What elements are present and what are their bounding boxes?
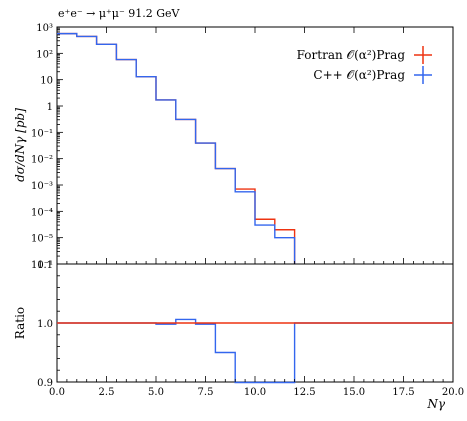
series-line-fortran bbox=[57, 32, 296, 264]
ratio-y-tick-label: 1.0 bbox=[37, 319, 53, 330]
x-tick-label: 12.5 bbox=[293, 387, 315, 398]
main-panel-frame bbox=[56, 26, 454, 265]
main-y-tick-label: 10 bbox=[40, 76, 53, 87]
x-tick-label: 2.5 bbox=[99, 387, 115, 398]
x-tick-label: 0.0 bbox=[49, 387, 65, 398]
x-axis-ticks: 0.0 2.5 5.0 7.5 10.0 12.5 15.0 17.5 20.0 bbox=[49, 27, 464, 398]
chart-title: e⁺e⁻ → μ⁺μ⁻ 91.2 GeV bbox=[58, 7, 181, 20]
x-tick-label: 15.0 bbox=[343, 387, 365, 398]
legend-label-fortran: Fortran 𝒪(α²)Prag bbox=[297, 48, 406, 62]
main-y-tick-label: 10⁻⁵ bbox=[31, 234, 53, 245]
main-y-axis-label: dσ/dNγ [pb] bbox=[13, 108, 27, 182]
x-tick-label: 10.0 bbox=[244, 387, 266, 398]
ratio-y-axis-label: Ratio bbox=[13, 307, 27, 339]
ratio-series-group bbox=[57, 318, 453, 384]
main-y-tick-label: 1 bbox=[47, 102, 53, 113]
main-y-tick-label: 10³ bbox=[36, 23, 53, 34]
ratio-line-cpp bbox=[57, 318, 453, 384]
main-y-tick-label: 10⁻³ bbox=[31, 181, 53, 192]
main-y-tick-label: 10⁻¹ bbox=[31, 260, 53, 271]
main-y-tick-label: 10⁻⁴ bbox=[31, 207, 53, 218]
ratio-y-tick-label: 0.9 bbox=[37, 378, 53, 389]
series-line-cpp bbox=[57, 32, 296, 264]
main-y-ticks: 10⁻¹ 10⁻⁵ 10⁻⁴ 10⁻³ 10⁻² 10⁻¹ 1 10 10² 10³ bbox=[31, 23, 63, 271]
x-tick-label: 5.0 bbox=[148, 387, 164, 398]
x-axis-label: Nγ bbox=[426, 397, 446, 411]
main-y-tick-label: 10² bbox=[36, 49, 53, 60]
legend-label-cpp: C++ 𝒪(α²)Prag bbox=[313, 68, 405, 82]
ratio-y-ticks: 1.1 1.0 0.9 bbox=[37, 260, 63, 389]
x-tick-label: 17.5 bbox=[392, 387, 414, 398]
x-tick-label: 20.0 bbox=[442, 387, 464, 398]
main-series-group bbox=[57, 32, 296, 264]
x-tick-label: 7.5 bbox=[198, 387, 214, 398]
legend: Fortran 𝒪(α²)Prag C++ 𝒪(α²)Prag bbox=[297, 46, 432, 84]
main-y-tick-label: 10⁻¹ bbox=[31, 128, 53, 139]
ratio-y-tick-label: 1.1 bbox=[37, 260, 53, 271]
legend-marker-fortran bbox=[414, 46, 432, 64]
main-y-tick-label: 10⁻² bbox=[31, 155, 53, 166]
legend-marker-cpp bbox=[414, 66, 432, 84]
